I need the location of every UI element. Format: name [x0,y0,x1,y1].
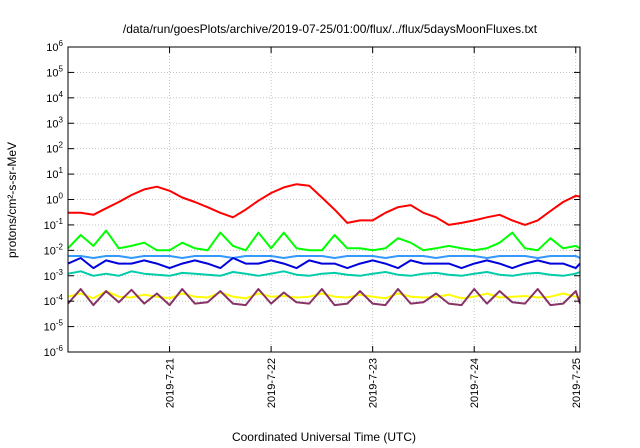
y-tick-label: 10-6 [44,344,64,359]
series-line-3 [68,255,581,259]
y-tick-label: 102 [46,141,63,156]
y-tick-label: 10-4 [44,293,64,308]
y-tick-label: 10-5 [44,319,64,334]
x-axis-label: Coordinated Universal Time (UTC) [232,430,416,444]
y-tick-label: 101 [46,166,63,181]
grid-lines [68,47,580,352]
series-group [67,183,581,307]
x-tick-label: 2019-7-22 [266,358,278,408]
y-tick-label: 105 [46,64,63,79]
x-tick-label: 2019-7-24 [469,358,481,408]
x-tick-label: 2019-7-21 [165,358,177,408]
x-tick-label: 2019-7-25 [571,358,583,408]
y-tick-label: 106 [46,39,63,54]
series-line-5 [67,270,581,277]
y-tick-label: 10-1 [44,217,64,232]
y-tick-label: 10-3 [44,268,64,283]
chart-title: /data/run/goesPlots/archive/2019-07-25/0… [123,22,538,36]
x-tick-label: 2019-7-23 [368,358,380,408]
y-axis: 10-6 10-5 10-4 10-3 10-2 10-1 100 101 102 103 104 1… [44,39,580,359]
series-line-7 [67,288,581,307]
series-line-1 [68,183,581,226]
series-line-4 [67,257,581,270]
y-axis-label: protons/cm²-s-sr-MeV [5,142,19,258]
y-tick-label: 10-2 [44,242,64,257]
y-tick-label: 103 [46,115,63,130]
x-axis: 2019-7-21 2019-7-22 2019-7-23 2019-7-24 2019… [165,47,583,408]
series-line-2 [67,229,581,252]
y-tick-label: 104 [46,90,63,105]
y-tick-label: 100 [46,192,63,207]
